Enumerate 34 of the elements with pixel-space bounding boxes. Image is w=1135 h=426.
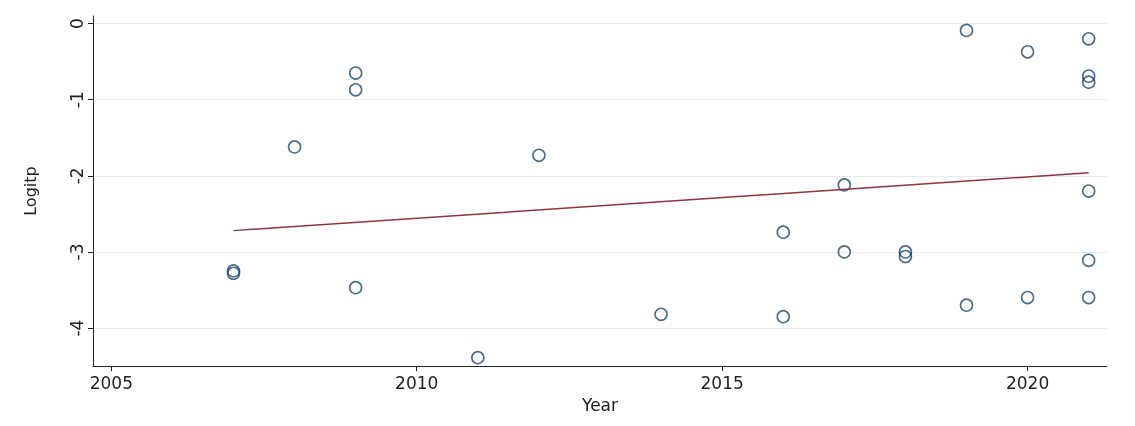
y-axis-title: Logitp [20,166,40,216]
y-tick-label: -1 [66,91,87,109]
point [1020,290,1035,305]
point [959,298,974,313]
point [348,280,363,295]
x-tick-label: 2005 [89,372,133,393]
point [654,307,668,322]
point [837,245,852,259]
point [959,23,974,38]
point [348,83,363,97]
point [898,245,913,259]
x-tick-label: 2015 [700,372,744,393]
point [837,178,852,192]
point [1020,44,1035,59]
point [471,350,485,365]
point [1081,75,1096,90]
point [287,140,302,154]
point [776,309,791,324]
point [1081,290,1096,305]
point [348,66,363,80]
point [1081,69,1096,83]
point [1081,253,1096,268]
point [1081,184,1096,198]
point [898,249,913,264]
y-tick-label: -2 [66,167,87,185]
point [776,225,791,239]
y-tick-label: 0 [66,18,87,30]
point [532,148,546,163]
point [1081,32,1096,46]
x-tick-label: 2020 [1005,372,1050,393]
y-tick-label: -3 [66,243,87,261]
x-tick-label: 2010 [395,372,439,393]
y-tick-label: -4 [66,319,87,337]
x-axis-title: Year [581,394,618,415]
